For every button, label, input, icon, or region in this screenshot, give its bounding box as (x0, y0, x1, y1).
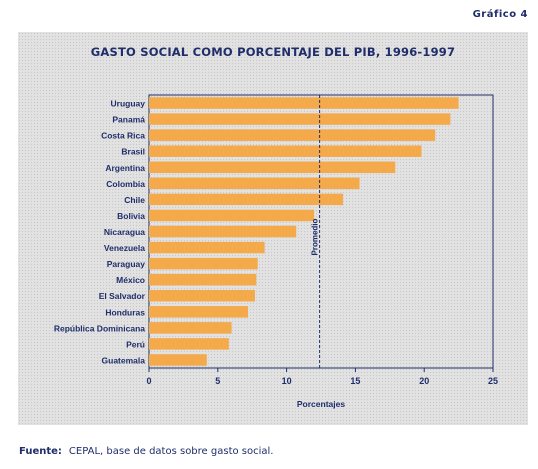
figure-number-label: Gráfico 4 (472, 9, 528, 20)
category-label: Uruguay (111, 99, 146, 109)
chart-panel: GASTO SOCIAL COMO PORCENTAJE DEL PIB, 19… (18, 32, 528, 425)
bar-bolivia (149, 209, 315, 222)
x-tick-label: 15 (350, 376, 360, 386)
category-label: Bolivia (117, 211, 145, 221)
category-label: Colombia (106, 179, 145, 189)
category-label: República Dominicana (54, 323, 145, 333)
source-text: CEPAL, base de datos sobre gasto social. (68, 446, 274, 457)
bar-rep-blica-dominicana (149, 322, 232, 334)
bar-uruguay (149, 97, 459, 109)
bar-chart: Uruguay Panamá Costa Rica Brasil Argentina Co… (54, 94, 498, 409)
source-label: Fuente: (19, 446, 62, 457)
category-label: Argentina (105, 163, 145, 173)
bar-colombia (149, 177, 360, 190)
category-label: Venezuela (104, 243, 145, 253)
category-label: Honduras (105, 307, 145, 317)
bar-guatemala (149, 354, 207, 366)
category-label: México (116, 275, 145, 285)
bar-honduras (149, 306, 249, 318)
source-note: Fuente: CEPAL, base de datos sobre gasto … (19, 446, 273, 457)
bar-chile (149, 193, 344, 206)
x-tick-label: 25 (488, 376, 498, 386)
category-label: Nicaragua (104, 227, 145, 237)
category-label: Paraguay (107, 259, 146, 269)
bar-venezuela (149, 241, 265, 254)
bar-argentina (149, 161, 396, 174)
bar-paraguay (149, 257, 258, 270)
x-tick-label: 5 (215, 376, 220, 386)
bar-brasil (149, 145, 422, 157)
category-label: Guatemala (102, 355, 146, 365)
category-label: Costa Rica (101, 131, 145, 141)
category-label: El Salvador (99, 291, 146, 301)
average-reference-label: Promedio (311, 218, 320, 255)
chart-title: GASTO SOCIAL COMO PORCENTAJE DEL PIB, 19… (90, 45, 456, 59)
x-axis-title: Porcentajes (297, 399, 345, 409)
category-label: Chile (124, 195, 145, 205)
bar-nicaragua (149, 225, 297, 238)
bar-panam- (149, 113, 451, 125)
bar-costa-rica (149, 129, 436, 141)
x-tick-label: 10 (282, 376, 292, 386)
category-label: Perú (126, 339, 145, 349)
category-label: Panamá (112, 115, 145, 125)
bar-m-xico (149, 273, 257, 286)
x-tick-label: 0 (146, 376, 151, 386)
bar-per- (149, 338, 229, 350)
bar-el-salvador (149, 289, 255, 302)
category-label: Brasil (121, 147, 145, 157)
x-tick-label: 20 (419, 376, 429, 386)
